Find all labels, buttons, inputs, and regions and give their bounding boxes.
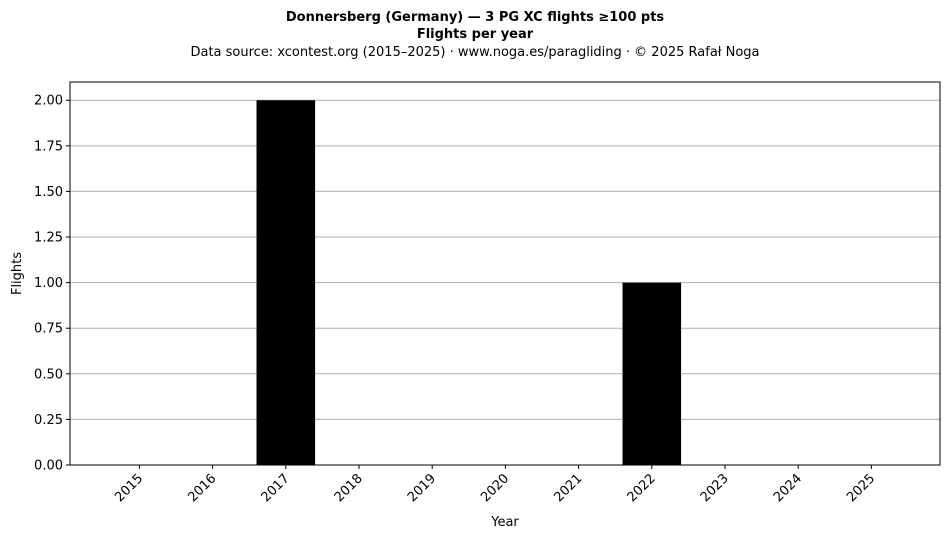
x-tick-label: 2016 (185, 471, 219, 505)
y-tick-label: 0.00 (34, 459, 63, 474)
y-tick-label: 1.75 (34, 139, 63, 154)
x-tick-label: 2017 (259, 471, 293, 505)
x-tick-label: 2024 (771, 471, 805, 505)
y-axis-ticks: 0.00 0.25 0.50 0.75 1.00 1.25 1.50 1.75 2.00 (34, 94, 70, 474)
chart-source-line: Data source: xcontest.org (2015–2025) · … (190, 45, 759, 60)
x-tick-label: 2021 (551, 471, 585, 505)
chart-subtitle: Flights per year (417, 27, 534, 42)
x-axis-label: Year (490, 515, 519, 530)
bar-2022 (622, 282, 682, 465)
y-axis-label: Flights (10, 252, 25, 295)
plot-frame (69, 81, 941, 466)
x-tick-label: 2023 (698, 471, 732, 505)
y-tick-label: 0.50 (34, 367, 63, 382)
x-tick-label: 2015 (112, 471, 146, 505)
x-tick-label: 2018 (332, 471, 366, 505)
gridlines (70, 99, 940, 420)
bars (256, 100, 682, 465)
x-tick-label: 2022 (625, 471, 659, 505)
x-tick-label: 2020 (478, 471, 512, 505)
y-tick-label: 1.00 (34, 276, 63, 291)
x-tick-label: 2025 (844, 471, 878, 505)
bar-2017 (256, 100, 316, 465)
y-tick-label: 0.75 (34, 322, 63, 337)
y-tick-label: 1.50 (34, 185, 63, 200)
chart-title: Donnersberg (Germany) — 3 PG XC flights … (286, 10, 665, 25)
y-tick-label: 1.25 (34, 231, 63, 246)
y-tick-label: 2.00 (34, 94, 63, 109)
x-tick-label: 2019 (405, 471, 439, 505)
y-tick-label: 0.25 (34, 413, 63, 428)
x-axis-ticks: 2015 2016 2017 2018 2019 2020 2021 2022 2023 2024… (112, 465, 878, 505)
